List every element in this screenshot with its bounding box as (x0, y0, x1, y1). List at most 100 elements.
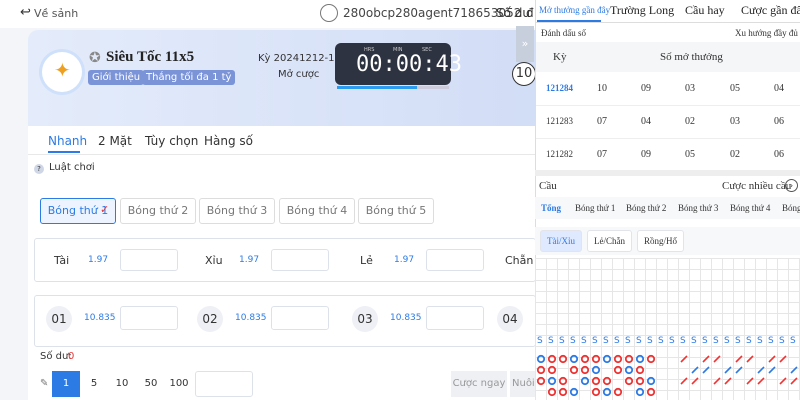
tab[interactable]: Hàng số (204, 134, 254, 148)
tab[interactable]: Nhanh (48, 134, 88, 148)
road-slash (724, 377, 732, 385)
road-dot (591, 365, 601, 375)
timer-label: SEC (422, 47, 432, 53)
ball-tab[interactable]: Bóng thứ 4 (279, 198, 355, 224)
road-letter: S (614, 336, 620, 346)
bet-odds: 1.97 (394, 255, 415, 265)
draw-number: 04 (641, 116, 651, 127)
road-letter: S (724, 336, 730, 346)
road-letter: S (537, 336, 543, 346)
mark-link[interactable]: Đánh dấu số (541, 28, 586, 38)
back-link[interactable]: Về sảnh (34, 7, 79, 20)
rules[interactable]: Luật chơi (49, 162, 95, 173)
bet-input[interactable] (120, 249, 178, 271)
road-letter: S (680, 336, 686, 346)
chip[interactable]: 1 (52, 371, 80, 397)
account: 280obcp280agent718653052 (343, 6, 522, 20)
collapse[interactable]: » (516, 26, 534, 62)
number-ball[interactable]: 04 (497, 306, 523, 332)
chip[interactable]: 5 (90, 378, 98, 389)
tab-underline (48, 151, 80, 153)
chip[interactable]: 10 (115, 378, 129, 389)
panel-tab[interactable]: Trường Long (610, 3, 675, 17)
sub-tab[interactable]: Rồng/Hổ (637, 230, 685, 252)
panel-tab[interactable]: Cược gần đây (741, 3, 800, 17)
ball-tab[interactable]: Bóng thứ 2 (120, 198, 196, 224)
arrow-icon: › (785, 179, 798, 192)
bet-input[interactable] (271, 249, 329, 271)
road-dot (602, 376, 612, 386)
sub-tab[interactable]: Lẻ/Chẵn (587, 230, 632, 252)
road-dot (624, 376, 634, 386)
road-slash (713, 355, 721, 363)
road-tab[interactable]: Bóng thứ 3 (678, 203, 719, 213)
road-dot (547, 354, 557, 364)
panel-tab[interactable]: Cầu hay (685, 3, 725, 17)
road-tab[interactable]: Bóng thứ 2 (626, 203, 667, 213)
road-slash (724, 366, 732, 374)
road-dot (558, 354, 568, 364)
road-tab[interactable]: Bóng thứ 1 (575, 203, 616, 213)
road-dot (602, 387, 612, 397)
road-letter: S (790, 336, 796, 346)
road-slash (735, 355, 743, 363)
bet-input[interactable] (426, 249, 484, 271)
top-bar (0, 0, 535, 28)
balance-label: Số dư (496, 6, 530, 20)
draw-number: 05 (730, 83, 740, 94)
ball-tab[interactable]: Bóng thứ 5 (358, 198, 434, 224)
intro-tag[interactable]: Giới thiệu (88, 70, 145, 85)
road-dot (569, 387, 579, 397)
number-input[interactable] (426, 306, 484, 330)
number-ball[interactable]: 01 (46, 306, 72, 332)
draw-number: 03 (730, 116, 740, 127)
tab[interactable]: 2 Mặt (98, 134, 132, 148)
help-icon: ? (34, 164, 44, 174)
bet-button[interactable]: Cược ngay (451, 371, 507, 397)
chase-button[interactable]: Nuôi (510, 371, 537, 397)
road-title: Cầu (539, 180, 557, 192)
number-input[interactable] (271, 306, 329, 330)
draw-number: 02 (730, 149, 740, 160)
multi-link[interactable]: Cược nhiều cầu (722, 180, 792, 192)
road-dot (613, 365, 623, 375)
ball-tab[interactable]: Bóng thứ 3 (199, 198, 275, 224)
road-slash (779, 377, 787, 385)
timer-label: HRS (364, 47, 375, 53)
logo-mark: ✦ (54, 58, 71, 82)
road-letter: S (570, 336, 576, 346)
number-ball[interactable]: 02 (197, 306, 223, 332)
panel-tab[interactable]: Mở thưởng gần đây (539, 5, 611, 15)
tab[interactable]: Tùy chọn (145, 134, 199, 148)
sub-tab[interactable]: Tài/Xỉu (540, 230, 582, 252)
number-odds: 10.835 (390, 313, 422, 323)
number-input[interactable] (120, 306, 178, 330)
road-letter: S (647, 336, 653, 346)
timer-label: MIN (393, 47, 403, 53)
table-head: Kỳ (553, 51, 567, 63)
road-letter: S (779, 336, 785, 346)
draw-number: 09 (641, 149, 651, 160)
road-letter: S (713, 336, 719, 346)
road-dot (646, 376, 656, 386)
divider (535, 22, 800, 23)
road-letter: S (735, 336, 741, 346)
ball-tab[interactable]: Bóng thứ 1 (40, 198, 116, 224)
row-line (536, 105, 800, 106)
road-slash (702, 355, 710, 363)
amount-input[interactable] (195, 371, 253, 397)
chip[interactable]: 50 (144, 378, 158, 389)
back-icon: ↩ (20, 5, 31, 20)
road-tab[interactable]: Bóng thứ 4 (730, 203, 771, 213)
road-slash (768, 355, 776, 363)
chip[interactable]: 100 (169, 378, 189, 389)
number-ball[interactable]: 03 (352, 306, 378, 332)
road-letter: S (669, 336, 675, 346)
draw-number: 03 (685, 83, 695, 94)
road-dot (591, 376, 601, 386)
trend-link[interactable]: Xu hướng đầy đủ (735, 28, 798, 38)
road-tab[interactable]: Bóng (782, 203, 800, 213)
star-icon: ✪ (89, 50, 101, 66)
road-tab[interactable]: Tổng (541, 203, 562, 213)
